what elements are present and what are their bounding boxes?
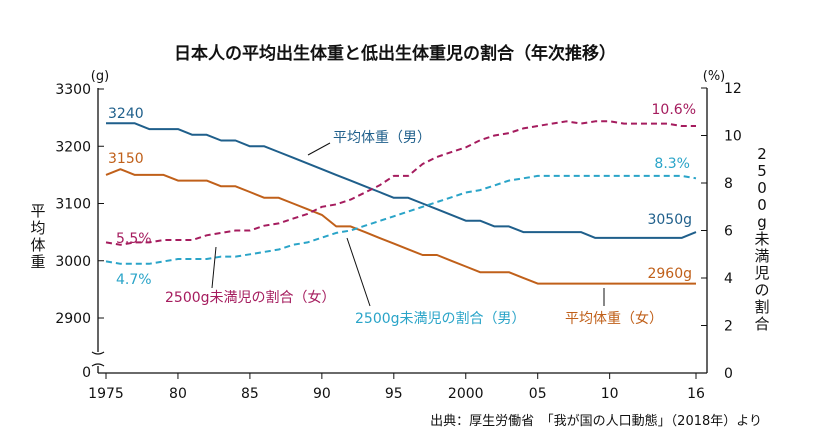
axes: [91, 87, 708, 379]
axis-break-mark: [91, 351, 105, 367]
left-tick-label: 3000: [55, 254, 91, 270]
right-tick-label: 0: [724, 366, 733, 382]
annotation-weight-female: 平均体重（女）: [565, 310, 663, 327]
right-tick-label: 6: [724, 224, 733, 240]
series-line-weight-female: [105, 168, 696, 285]
left-tick-label: 3100: [55, 197, 91, 213]
series-labels: 3240 3050g 3150 2960g 5.5% 10.6% 4.7% 8.3% 平均体重（…: [108, 102, 696, 327]
annotation-lbw-male: 2500g未満児の割合（男）: [355, 310, 526, 327]
right-tick-label: 2: [724, 319, 733, 335]
x-tick-label: 16: [687, 386, 705, 402]
x-tick-label: 1975: [88, 386, 124, 402]
lbw-female-end-label: 10.6%: [652, 102, 696, 118]
x-tick-label: 05: [529, 386, 547, 402]
x-tick-label: 2000: [448, 386, 484, 402]
weight-female-end-label: 2960g: [647, 266, 692, 282]
weight-female-start-label: 3150: [108, 151, 144, 167]
chart-title: 日本人の平均出生体重と低出生体重児の割合（年次推移）: [174, 43, 616, 64]
right-tick-label: 12: [724, 81, 742, 97]
series-layer: [105, 120, 697, 285]
x-tick-labels: 1975 80 85 90 95 2000 05 10 16: [88, 386, 705, 402]
lbw-male-start-label: 4.7%: [116, 272, 152, 288]
left-tick-label: 2900: [55, 311, 91, 327]
right-tick-label: 4: [724, 271, 733, 287]
lbw-male-end-label: 8.3%: [654, 156, 690, 172]
annotation-weight-male: 平均体重（男）: [333, 130, 431, 146]
left-tick-label: 0: [82, 365, 91, 381]
right-tick-labels: 12 10 8 6 4 2 0: [724, 81, 742, 382]
x-tick-label: 80: [169, 386, 187, 402]
right-tick-label: 8: [724, 176, 733, 192]
x-tick-label: 85: [241, 386, 259, 402]
x-tick-label: 10: [601, 386, 619, 402]
right-axis-unit: (%): [703, 69, 726, 84]
left-tick-label: 3200: [55, 139, 91, 155]
right-axis-title: 2 5 0 0 g 未満児の割合: [754, 145, 769, 333]
left-axis-unit: (g): [91, 69, 109, 84]
annotation-lbw-male-leader: [346, 237, 371, 307]
annotation-lbw-female: 2500g未満児の割合（女）: [165, 289, 336, 306]
annotation-lbw-female-leader: [211, 246, 217, 289]
right-tick-label: 10: [724, 129, 742, 145]
left-tick-labels: 3300 3200 3100 3000 2900 0: [55, 82, 91, 381]
left-axis-title: 平均体重: [30, 202, 45, 271]
series-line-weight-male: [106, 122, 697, 239]
annotation-weight-male-leader: [307, 142, 331, 156]
series-line-lbw-rate-male: [105, 174, 697, 265]
left-tick-label: 3300: [55, 82, 91, 98]
lbw-female-start-label: 5.5%: [116, 231, 152, 247]
weight-male-end-label: 3050g: [647, 212, 692, 228]
x-tick-label: 95: [385, 386, 403, 402]
x-tick-label: 90: [313, 386, 331, 402]
source-note: 出典：厚生労働省 「我が国の人口動態」（2018年）より: [430, 413, 762, 429]
weight-male-start-label: 3240: [108, 106, 144, 122]
